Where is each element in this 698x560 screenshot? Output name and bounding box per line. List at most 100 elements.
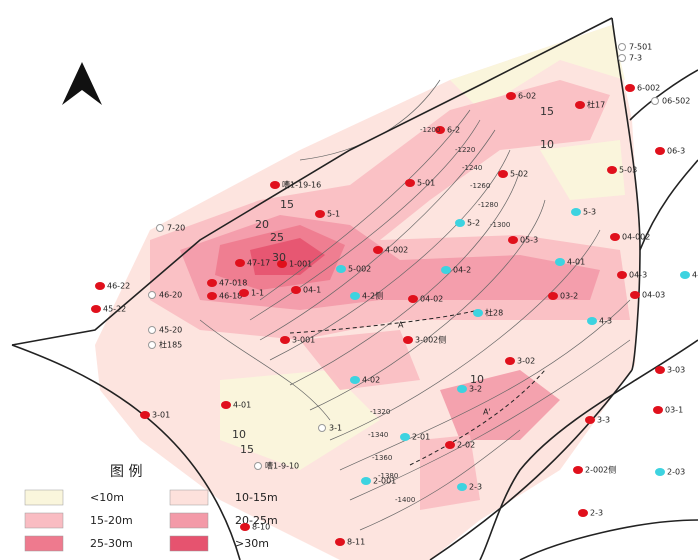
well-label: 2-3 [590, 509, 603, 518]
legend-label: 10-15m [235, 491, 278, 504]
section-line [409, 369, 546, 466]
well-label: 2-3 [469, 483, 482, 492]
well-label: 6-2 [447, 126, 460, 135]
well [653, 406, 663, 414]
well [373, 246, 383, 254]
well [148, 326, 156, 334]
contour-label: -1360 [372, 454, 392, 462]
well-label: 4-03 [692, 271, 698, 280]
well [578, 509, 588, 517]
legend-title: 图 例 [110, 464, 142, 480]
thickness-label: 30 [272, 251, 286, 264]
well-label: 8-11 [347, 538, 365, 547]
well-label: 4-3 [599, 317, 612, 326]
well [610, 233, 620, 241]
well [655, 468, 665, 476]
well [473, 309, 483, 317]
well [240, 523, 250, 531]
contour [349, 339, 631, 501]
well-label: 06-3 [667, 147, 685, 156]
well [361, 477, 371, 485]
well-label: 04-1 [303, 286, 321, 295]
legend-label: >30m [235, 537, 269, 550]
contours [199, 79, 631, 531]
well-label: 46-18 [219, 292, 242, 301]
thickness-label: 15 [280, 198, 294, 211]
legend-swatch [169, 512, 209, 529]
well [95, 282, 105, 290]
faults [11, 17, 698, 560]
well-label: 7-3 [629, 54, 642, 63]
well-label: 杜185 [159, 340, 182, 350]
well [680, 271, 690, 279]
well-label: 04-03 [642, 291, 665, 300]
well [457, 385, 467, 393]
well [655, 366, 665, 374]
well-label: 04-002 [622, 233, 650, 242]
well [207, 292, 217, 300]
north-arrow [62, 62, 102, 105]
contour-label: -1400 [395, 496, 415, 504]
legend-swatch [169, 489, 209, 506]
well [148, 341, 156, 349]
well-label: 3-01 [152, 411, 170, 420]
well-label: 8-10 [252, 523, 270, 532]
well [630, 291, 640, 299]
well-label: 3-3 [597, 416, 610, 425]
section-label: A [398, 321, 404, 330]
well-label: 杜17 [587, 100, 605, 110]
well-label: 4-002 [385, 246, 408, 255]
well [235, 259, 245, 267]
well [435, 126, 445, 134]
contour-label: -1260 [470, 182, 490, 190]
well-label: 杜28 [485, 308, 503, 318]
well [221, 401, 231, 409]
well-label: 6-02 [518, 92, 536, 101]
zone [540, 140, 625, 200]
thickness-label: 10 [470, 373, 484, 386]
well-label: 5-03 [619, 166, 637, 175]
well-label: 47-018 [219, 279, 247, 288]
well-label: 4-01 [567, 258, 585, 267]
contour [359, 429, 521, 531]
contour [269, 149, 511, 361]
well [575, 101, 585, 109]
contour [329, 229, 601, 441]
well-label: 1-1 [251, 289, 264, 298]
legend-label: 25-30m [90, 537, 133, 550]
thickness-label: 15 [240, 443, 254, 456]
well [618, 54, 626, 62]
contour-label: -1320 [370, 408, 390, 416]
fault [639, 159, 698, 251]
well [148, 291, 156, 299]
well [350, 376, 360, 384]
well [441, 266, 451, 274]
fault [479, 339, 698, 560]
well-label: 3-1 [329, 424, 342, 433]
well-label: 4-02 [362, 376, 380, 385]
contour [249, 119, 481, 321]
well [400, 433, 410, 441]
well-label: 05-3 [520, 236, 538, 245]
well [277, 260, 287, 268]
contour [259, 109, 471, 301]
legend-swatch [169, 535, 209, 552]
contour-label: -1220 [455, 146, 475, 154]
well-label: 3-002侧 [415, 335, 446, 345]
well-label: 5-2 [467, 219, 480, 228]
well [573, 466, 583, 474]
contour-label: -1380 [378, 472, 398, 480]
legend-label: <10m [90, 491, 124, 504]
well-label: 5-002 [348, 265, 371, 274]
fault [11, 344, 241, 560]
well-label: 3-02 [517, 357, 535, 366]
well-label: 7-20 [167, 224, 185, 233]
well [655, 147, 665, 155]
well [457, 483, 467, 491]
well-label: 2-02 [457, 441, 475, 450]
well [508, 236, 518, 244]
well [403, 336, 413, 344]
well [336, 265, 346, 273]
